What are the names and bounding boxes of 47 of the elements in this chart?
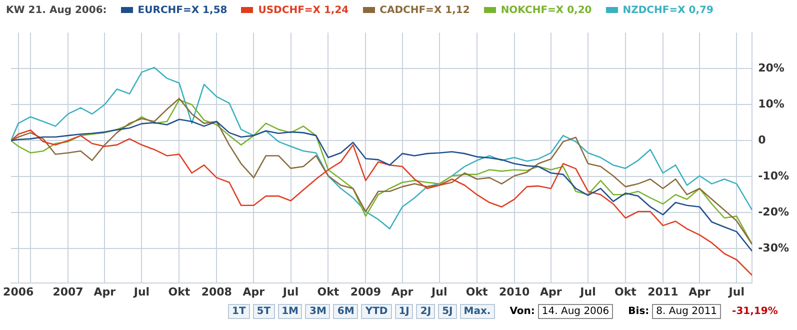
x-tick-label: 2009 [350,285,381,298]
x-tick-label: 2010 [498,285,530,298]
legend-label: NZDCHF=X 0,79 [622,4,714,16]
y-tick-label: -20% [758,205,790,218]
x-tick-label: Apr [94,285,116,298]
x-tick-label: Apr [391,285,414,298]
y-tick-label: -10% [758,169,790,182]
text: Von: [510,306,535,317]
x-tick-label: Jul [430,285,448,298]
text: 14. Aug 2006 [538,304,614,319]
y-tick-label: -30% [758,241,790,254]
legend-title: KW 21. Aug 2006: [6,4,107,16]
x-tick-label: Jul [728,285,744,298]
text: 8. Aug 2011 [652,304,722,319]
x-tick-label: Okt [614,285,636,298]
x-tick-label: Okt [466,285,488,298]
x-tick-label: Apr [540,285,562,298]
x-tick-label: Apr [688,285,712,298]
legend-label: CADCHF=X 1,12 [380,4,470,16]
x-tick-label: Okt [168,285,190,298]
x-tick-label: Apr [242,285,266,298]
text: -31,19% [732,306,778,317]
x-tick-label: 2006 [3,285,34,298]
y-tick-label: 20% [758,61,784,74]
text: Max. [460,304,495,319]
text: Bis: [628,306,650,317]
text: 1M [278,304,302,319]
x-tick-label: Jul [132,285,150,298]
legend-label: USDCHF=X 1,24 [258,4,349,16]
text: 2J [416,304,436,319]
x-tick-label: Okt [317,285,340,298]
y-tick-label: 0 [758,133,766,146]
x-tick-label: 2007 [52,285,84,298]
x-tick-label: 2008 [201,285,232,298]
text: 6M [333,304,358,319]
y-tick-label: 10% [758,97,784,110]
text: 3M [305,304,330,319]
legend-label: NOKCHF=X 0,20 [500,4,592,16]
text: 1J [394,304,414,319]
text: 5J [438,304,457,319]
x-tick-label: 2011 [648,285,678,298]
text: YTD [361,304,392,319]
legend-label: EURCHF=X 1,58 [138,4,228,16]
x-tick-label: Jul [579,285,596,298]
x-tick-label: Jul [282,285,299,298]
text: 1T [228,304,250,319]
text: 5T [252,304,275,319]
